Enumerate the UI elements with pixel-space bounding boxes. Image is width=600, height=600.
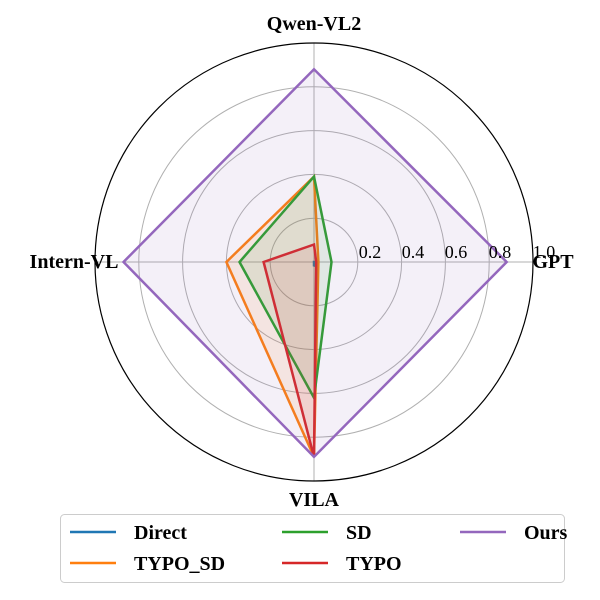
legend-label-typo: TYPO <box>346 553 402 575</box>
legend: Direct TYPO_SD SD TYPO Ours <box>60 514 568 583</box>
tick-label-4: 0.8 <box>489 242 512 262</box>
legend-box <box>60 514 565 583</box>
series-fill-ours <box>123 69 507 457</box>
series-line-ours <box>121 67 509 459</box>
series-fill-typo <box>263 244 317 457</box>
series-line-sd <box>237 173 333 402</box>
legend-label-typo-sd: TYPO_SD <box>134 553 225 575</box>
axis-label-gpt: GPT <box>532 251 574 273</box>
radar-series <box>121 67 509 459</box>
tick-label-1: 0.2 <box>359 242 382 262</box>
tick-label-2: 0.4 <box>402 242 425 262</box>
radar-frame <box>94 42 534 482</box>
series-fill-sd <box>239 176 332 398</box>
series-line-typo <box>262 242 318 458</box>
axis-label-qwen-vl2: Qwen-VL2 <box>267 13 361 35</box>
legend-label-sd: SD <box>346 522 372 544</box>
legend-label-direct: Direct <box>134 522 187 544</box>
legend-label-ours: Ours <box>524 522 568 544</box>
axis-label-vila: VILA <box>289 489 340 511</box>
axis-label-intern-vl: Intern-VL <box>30 251 119 273</box>
tick-label-5: 1.0 <box>533 242 556 262</box>
tick-label-3: 0.6 <box>445 242 468 262</box>
